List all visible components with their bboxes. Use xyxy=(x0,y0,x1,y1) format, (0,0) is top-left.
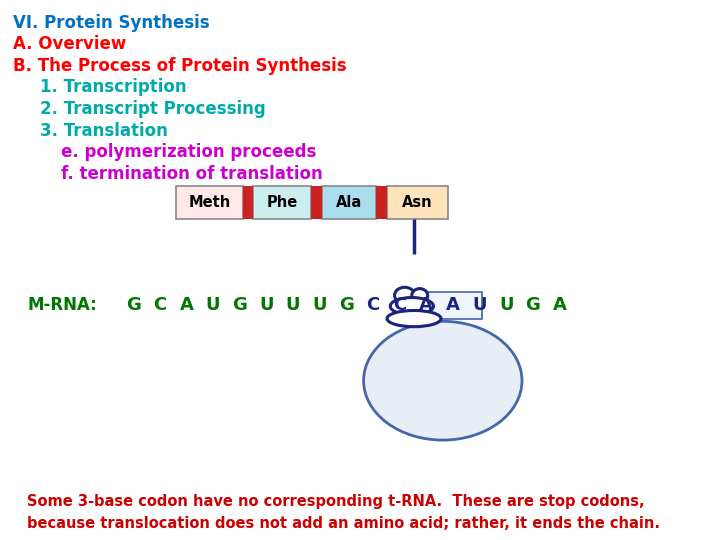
Text: G: G xyxy=(233,296,247,314)
Text: C: C xyxy=(366,296,379,314)
Text: A: A xyxy=(179,296,194,314)
Text: Phe: Phe xyxy=(266,195,298,210)
Text: 2. Transcript Processing: 2. Transcript Processing xyxy=(40,100,266,118)
Bar xyxy=(403,292,482,319)
Text: U: U xyxy=(499,296,513,314)
Ellipse shape xyxy=(412,288,428,302)
Text: G: G xyxy=(526,296,540,314)
Text: A: A xyxy=(552,296,567,314)
Text: because translocation does not add an amino acid; rather, it ends the chain.: because translocation does not add an am… xyxy=(27,516,660,531)
Text: G: G xyxy=(126,296,140,314)
Text: U: U xyxy=(206,296,220,314)
Text: A: A xyxy=(446,296,460,314)
Text: A: A xyxy=(419,296,433,314)
Text: C: C xyxy=(153,296,166,314)
Text: G: G xyxy=(339,296,354,314)
Text: VI. Protein Synthesis: VI. Protein Synthesis xyxy=(13,14,210,31)
Text: f. termination of translation: f. termination of translation xyxy=(61,165,323,183)
Text: U: U xyxy=(312,296,327,314)
Text: Meth: Meth xyxy=(189,195,230,210)
Ellipse shape xyxy=(387,310,441,327)
Bar xyxy=(176,186,243,219)
Text: Some 3-base codon have no corresponding t-RNA.  These are stop codons,: Some 3-base codon have no corresponding … xyxy=(27,494,645,509)
Text: A. Overview: A. Overview xyxy=(13,35,126,53)
Text: U: U xyxy=(472,296,487,314)
Bar xyxy=(376,186,387,219)
Text: 1. Transcription: 1. Transcription xyxy=(40,78,186,96)
Text: e. polymerization proceeds: e. polymerization proceeds xyxy=(61,143,317,161)
Ellipse shape xyxy=(395,287,415,303)
Text: Ala: Ala xyxy=(336,195,362,210)
Text: C: C xyxy=(393,296,406,314)
Bar xyxy=(311,186,322,219)
Text: 3. Translation: 3. Translation xyxy=(40,122,168,139)
Bar xyxy=(322,186,376,219)
Bar xyxy=(387,186,448,219)
Text: U: U xyxy=(286,296,300,314)
Text: B. The Process of Protein Synthesis: B. The Process of Protein Synthesis xyxy=(13,57,346,75)
Text: U: U xyxy=(259,296,274,314)
Bar xyxy=(253,186,311,219)
Text: Asn: Asn xyxy=(402,195,433,210)
Ellipse shape xyxy=(364,321,522,440)
Text: M-RNA:: M-RNA: xyxy=(27,296,97,314)
Bar xyxy=(243,186,253,219)
Ellipse shape xyxy=(390,298,433,315)
